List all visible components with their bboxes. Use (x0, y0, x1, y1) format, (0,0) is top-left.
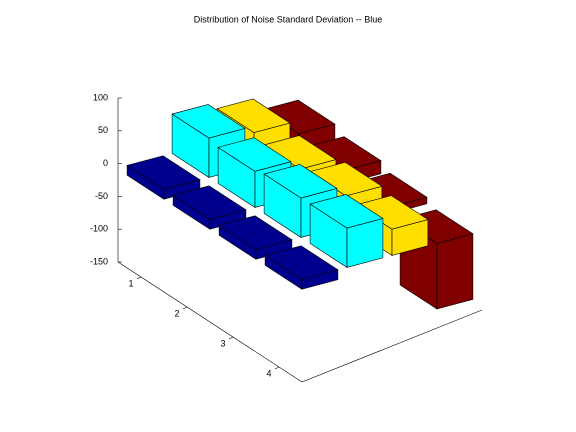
z-tick-label: 50 (98, 125, 108, 135)
bar-top-face (263, 164, 338, 199)
row-tick (182, 306, 188, 310)
row-axis (117, 261, 303, 383)
bar (309, 194, 384, 268)
bar-top-face (309, 194, 384, 229)
row-tick (274, 366, 280, 370)
bar-top-face (217, 137, 292, 172)
z-tick-label: 0 (103, 158, 108, 168)
column-axis (301, 309, 483, 383)
z-tick-label: -100 (90, 224, 108, 234)
bar (126, 155, 201, 200)
z-tick-label: -50 (95, 191, 108, 201)
bar-top-face (126, 155, 201, 190)
bar-top-face (216, 98, 291, 133)
z-tick-label: -150 (90, 256, 108, 266)
bar (172, 185, 247, 230)
bar-top-face (218, 215, 293, 250)
row-tick-label: 4 (266, 368, 271, 378)
chart-title: Distribution of Noise Standard Deviation… (194, 14, 383, 24)
row-tick (228, 336, 234, 340)
row-tick-label: 3 (220, 338, 225, 348)
row-tick-label: 1 (128, 278, 133, 288)
bar (264, 245, 339, 290)
bar (218, 215, 293, 260)
bar-top-face (264, 245, 339, 280)
bar-top-face (171, 104, 246, 139)
row-tick (136, 276, 142, 280)
z-tick-label: 100 (93, 92, 108, 102)
bar-front-face (436, 233, 474, 310)
row-tick-label: 2 (174, 308, 179, 318)
bar-top-face (172, 185, 247, 220)
